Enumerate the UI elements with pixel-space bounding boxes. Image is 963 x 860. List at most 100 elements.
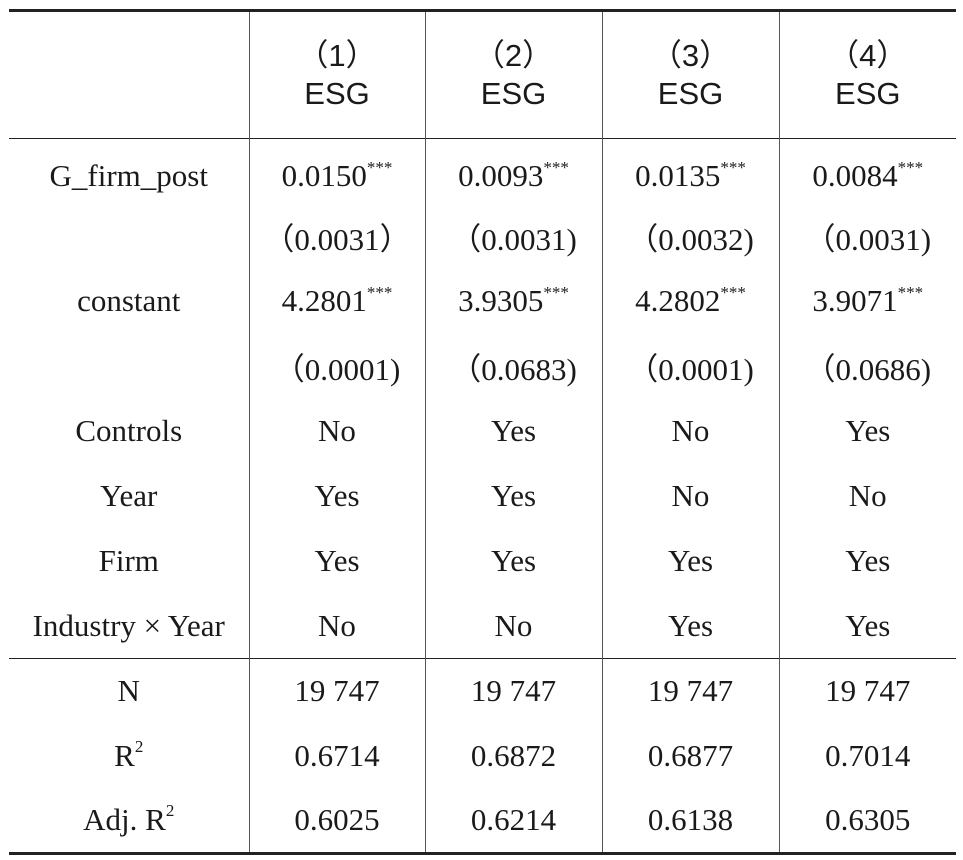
- table-cell: 0.6714: [248, 723, 425, 789]
- table-cell: 19 747: [778, 658, 956, 724]
- header-col-4: （4） ESG: [778, 10, 956, 139]
- significance-stars: ***: [720, 158, 746, 178]
- table-cell: Yes: [778, 398, 956, 464]
- statistics-section: N 19 747 19 747 19 747 19 747 R2 0.6714 …: [9, 658, 956, 854]
- table-row: G_firm_post 0.0150*** 0.0093*** 0.0135**…: [9, 138, 956, 204]
- coefficients-section: G_firm_post 0.0150*** 0.0093*** 0.0135**…: [9, 138, 956, 659]
- table-cell: 0.7014: [778, 723, 956, 789]
- significance-stars: ***: [897, 158, 924, 178]
- table-cell: 19 747: [424, 658, 602, 724]
- table-cell: 0.0150***: [248, 138, 425, 204]
- coef-value: 3.9305: [458, 283, 544, 318]
- table-cell: 0.6138: [601, 788, 779, 854]
- header-col-number: （4）: [828, 38, 908, 74]
- table-cell: Yes: [248, 528, 425, 594]
- table-row: constant 4.2801*** 3.9305*** 4.2802*** 3…: [9, 268, 956, 334]
- table-cell: No: [248, 593, 425, 659]
- table-row: Adj. R2 0.6025 0.6214 0.6138 0.6305: [9, 788, 956, 854]
- row-label: N: [117, 673, 140, 709]
- header-col-number: （3）: [650, 38, 731, 74]
- row-label: [9, 334, 249, 399]
- row-label: G_firm_post: [49, 158, 208, 194]
- table-cell: Yes: [601, 528, 779, 594]
- significance-stars: ***: [366, 158, 393, 178]
- row-label: Industry × Year: [32, 607, 225, 643]
- std-error-cell: （0.0031): [778, 203, 956, 269]
- significance-stars: ***: [543, 283, 569, 302]
- significance-stars: ***: [366, 283, 393, 302]
- table-cell: 3.9305***: [424, 268, 602, 334]
- table-cell: 0.6872: [424, 723, 602, 789]
- std-error-cell: （0.0001): [248, 333, 425, 399]
- std-error-cell: （0.0031）: [248, 203, 425, 269]
- header-col-number: （1）: [297, 38, 377, 74]
- table-cell: No: [778, 463, 956, 529]
- table-row: （0.0031） （0.0031) （0.0032) （0.0031): [9, 203, 956, 269]
- table-cell: 0.6214: [424, 788, 602, 854]
- coef-value: 0.0093: [458, 158, 544, 194]
- table-row: N 19 747 19 747 19 747 19 747: [9, 658, 956, 724]
- table-cell: 4.2801***: [248, 268, 425, 334]
- table-cell: Yes: [601, 593, 779, 659]
- header-col-label: ESG: [304, 76, 370, 111]
- table-cell: 4.2802***: [601, 268, 779, 334]
- coef-value: 0.0084: [812, 158, 898, 194]
- row-label: Firm: [98, 543, 159, 578]
- std-error-cell: （0.0683): [424, 333, 602, 399]
- table-cell: Yes: [778, 528, 956, 594]
- header-col-3: （3） ESG: [601, 10, 779, 139]
- table-row: Controls No Yes No Yes: [9, 398, 956, 464]
- table-cell: 0.6305: [778, 788, 956, 854]
- table-cell: 19 747: [601, 658, 779, 724]
- header-col-1: （1） ESG: [248, 10, 425, 139]
- table-cell: 0.6877: [601, 723, 779, 789]
- std-error-cell: （0.0001): [601, 333, 779, 399]
- significance-stars: ***: [897, 283, 924, 302]
- table-cell: Yes: [248, 463, 425, 529]
- table-cell: No: [601, 463, 779, 529]
- header-col-label: ESG: [657, 76, 724, 111]
- table-cell: Yes: [778, 593, 956, 659]
- table-cell: Yes: [424, 463, 602, 529]
- header-row: （1） ESG （2） ESG （3） ESG （4） ESG: [9, 10, 956, 139]
- coef-value: 0.0150: [281, 158, 367, 194]
- table-cell: 3.9071***: [778, 268, 956, 334]
- row-label-text: Adj. R: [83, 802, 166, 838]
- table-cell: Yes: [424, 398, 602, 464]
- superscript: 2: [134, 737, 144, 756]
- table-cell: No: [424, 593, 602, 659]
- table-cell: 0.6025: [248, 788, 425, 854]
- significance-stars: ***: [543, 158, 569, 178]
- significance-stars: ***: [720, 283, 746, 302]
- table-cell: Yes: [424, 528, 602, 594]
- header-col-label: ESG: [480, 76, 547, 111]
- table-cell: No: [248, 398, 425, 464]
- coef-value: 4.2802: [635, 283, 721, 318]
- table-cell: 0.0093***: [424, 138, 602, 204]
- std-error-cell: （0.0031): [424, 203, 602, 269]
- table-cell: 0.0084***: [778, 138, 956, 204]
- header-col-number: （2）: [473, 38, 554, 74]
- table-row: Firm Yes Yes Yes Yes: [9, 528, 956, 594]
- table-cell: 0.0135***: [601, 138, 779, 204]
- table-row: R2 0.6714 0.6872 0.6877 0.7014: [9, 723, 956, 789]
- row-label-text: R: [114, 738, 135, 773]
- regression-results-table: （1） ESG （2） ESG （3） ESG （4） ESG G_firm_p…: [9, 9, 956, 855]
- header-corner-cell: [9, 11, 249, 139]
- coef-value: 3.9071: [812, 283, 898, 318]
- header-col-label: ESG: [835, 76, 901, 111]
- row-label: R2: [9, 724, 249, 789]
- table-row: Year Yes Yes No No: [9, 463, 956, 529]
- table-row: Industry × Year No No Yes Yes: [9, 593, 956, 659]
- row-label: [9, 204, 249, 269]
- row-label: Controls: [75, 413, 183, 448]
- table-cell: 19 747: [248, 658, 425, 724]
- std-error-cell: （0.0032): [601, 203, 779, 269]
- header-col-2: （2） ESG: [424, 10, 602, 139]
- coef-value: 4.2801: [281, 283, 367, 318]
- table-row: （0.0001) （0.0683) （0.0001) （0.0686): [9, 333, 956, 399]
- coef-value: 0.0135: [635, 158, 721, 194]
- row-label: Year: [100, 478, 158, 513]
- std-error-cell: （0.0686): [778, 333, 956, 399]
- superscript: 2: [165, 801, 175, 821]
